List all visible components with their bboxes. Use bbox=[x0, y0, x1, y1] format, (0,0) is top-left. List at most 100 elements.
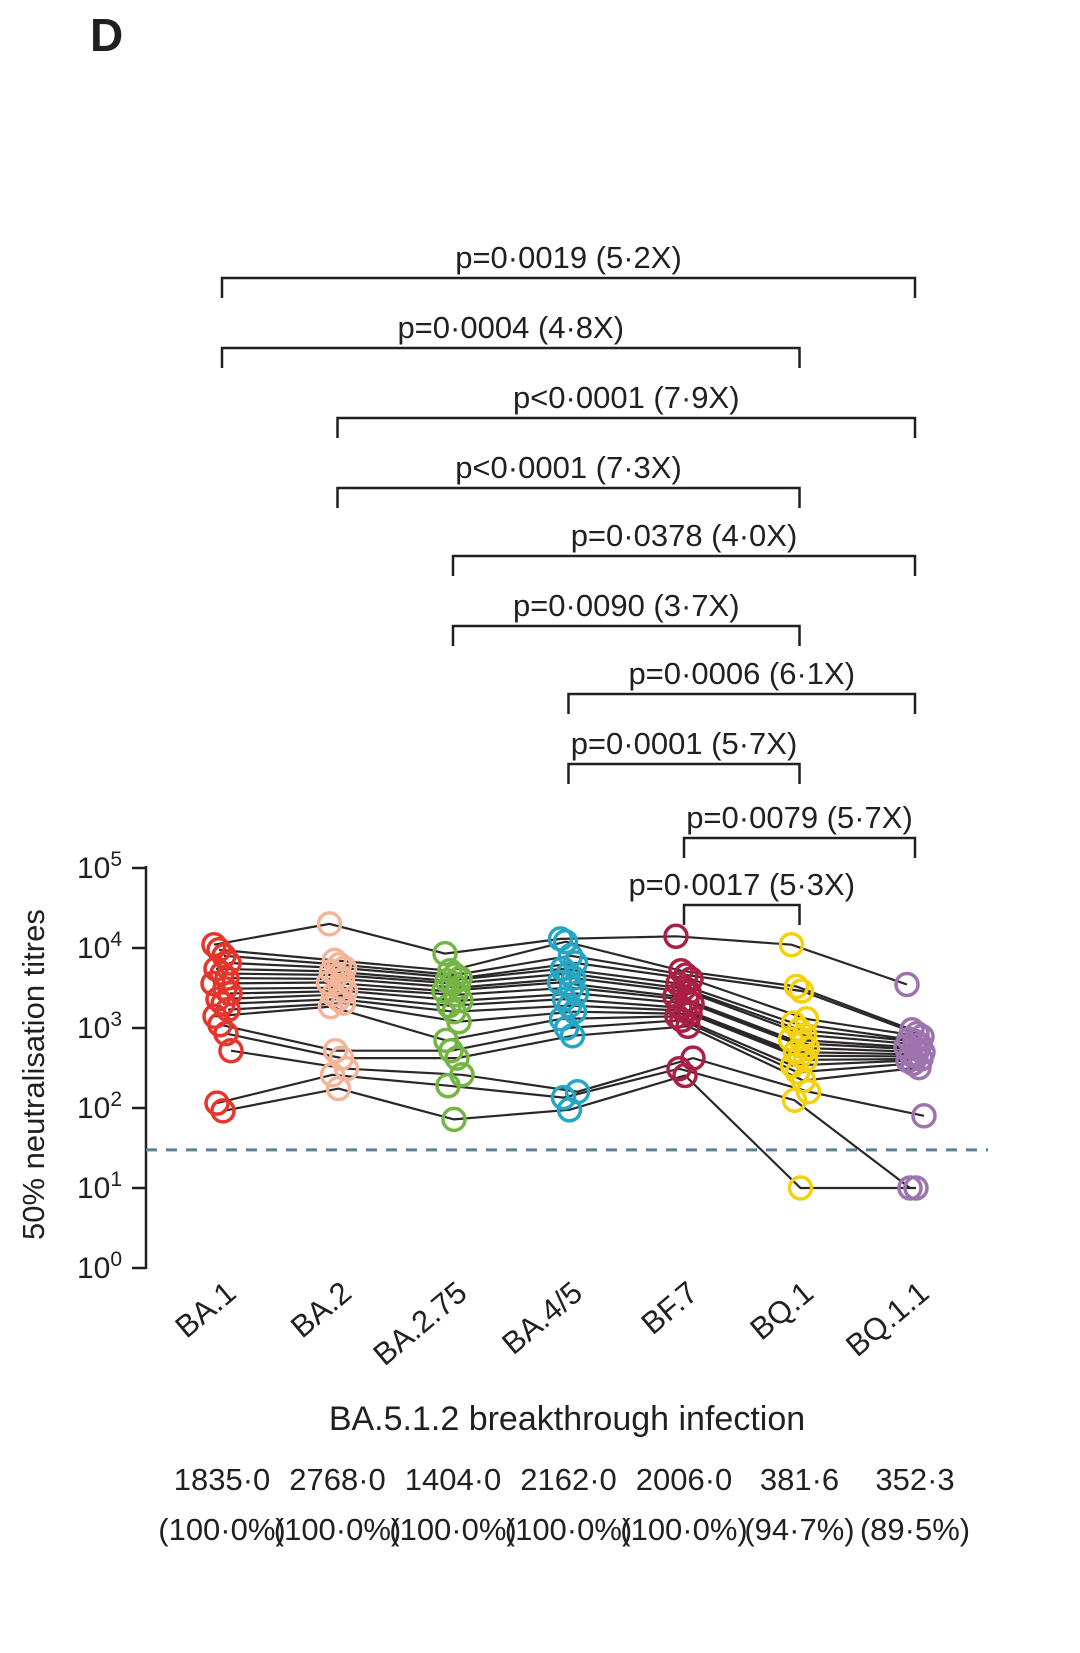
gmt-value: 2768·0 bbox=[289, 1462, 386, 1497]
data-point bbox=[322, 1037, 349, 1064]
data-point bbox=[669, 1007, 695, 1033]
data-point bbox=[900, 1050, 926, 1077]
data-point bbox=[325, 986, 352, 1012]
data-point bbox=[438, 1037, 464, 1064]
data-point bbox=[666, 1055, 692, 1082]
data-point bbox=[911, 1103, 937, 1129]
data-point bbox=[795, 1078, 822, 1105]
comparison-bracket bbox=[451, 624, 801, 646]
subject-line bbox=[213, 922, 908, 986]
comparison-bracket bbox=[567, 692, 917, 714]
data-point bbox=[563, 980, 590, 1007]
comparison-bracket bbox=[336, 416, 917, 438]
category-label: BF.7 bbox=[634, 1275, 704, 1342]
data-point bbox=[788, 978, 815, 1004]
data-point bbox=[441, 1106, 467, 1133]
data-point bbox=[559, 1023, 586, 1049]
data-point bbox=[894, 971, 920, 998]
comparison-bracket bbox=[567, 762, 801, 784]
data-point bbox=[446, 1008, 472, 1035]
data-point bbox=[553, 1015, 580, 1041]
data-point bbox=[663, 923, 689, 950]
data-point bbox=[319, 1062, 346, 1088]
category-label: BA.4/5 bbox=[495, 1275, 589, 1362]
category-label: BQ.1 bbox=[743, 1275, 820, 1347]
y-tick-label: 104 bbox=[77, 928, 122, 965]
data-point bbox=[672, 1062, 698, 1089]
data-point bbox=[552, 928, 579, 955]
y-tick-label: 105 bbox=[77, 848, 122, 885]
comparison-bracket bbox=[220, 346, 801, 368]
comparison-label: p=0·0006 (6·1X) bbox=[628, 656, 855, 691]
data-point bbox=[675, 1013, 701, 1040]
data-point bbox=[210, 1098, 236, 1124]
gmt-percent: (100·0%) bbox=[620, 1512, 748, 1547]
gmt-percent: (100·0%) bbox=[274, 1512, 402, 1547]
data-point bbox=[214, 965, 240, 991]
comparison-bracket bbox=[682, 836, 917, 858]
comparison-bracket bbox=[220, 276, 917, 298]
subject-line bbox=[216, 1067, 911, 1189]
data-point bbox=[783, 973, 810, 1000]
y-tick-label: 101 bbox=[77, 1168, 122, 1205]
category-label: BQ.1.1 bbox=[839, 1275, 935, 1364]
gmt-percent: (89·5%) bbox=[860, 1512, 970, 1547]
comparison-label: p=0·0004 (4·8X) bbox=[397, 310, 624, 345]
gmt-percent: (100·0%) bbox=[505, 1512, 633, 1547]
comparison-label: p<0·0001 (7·3X) bbox=[455, 450, 682, 485]
gmt-value: 2006·0 bbox=[636, 1462, 733, 1497]
data-point bbox=[317, 993, 344, 1020]
comparison-label: p=0·0019 (5·2X) bbox=[455, 240, 682, 275]
data-point bbox=[673, 962, 699, 988]
data-point bbox=[218, 1037, 244, 1064]
data-point bbox=[781, 1087, 808, 1113]
data-point bbox=[906, 1054, 932, 1081]
data-point bbox=[215, 996, 241, 1023]
data-point bbox=[556, 1097, 583, 1123]
data-point bbox=[903, 1175, 929, 1201]
category-label: BA.1 bbox=[169, 1275, 243, 1345]
data-point bbox=[435, 1072, 461, 1099]
data-point bbox=[444, 1045, 470, 1071]
data-point bbox=[432, 940, 458, 967]
panel-label: D bbox=[90, 9, 124, 61]
data-point bbox=[316, 911, 343, 937]
data-point bbox=[325, 1075, 352, 1102]
data-point bbox=[560, 965, 587, 991]
data-point bbox=[778, 931, 805, 958]
x-axis-title: BA.5.1.2 breakthrough infection bbox=[328, 1400, 806, 1438]
gmt-value: 2162·0 bbox=[520, 1462, 617, 1497]
subject-line bbox=[222, 1074, 916, 1190]
comparison-bracket bbox=[451, 554, 917, 576]
comparison-label: p=0·0017 (5·3X) bbox=[628, 867, 855, 902]
data-point bbox=[330, 990, 357, 1016]
gmt-value: 352·3 bbox=[875, 1462, 954, 1497]
data-point bbox=[787, 1175, 814, 1201]
gmt-percent: (100·0%) bbox=[158, 1512, 286, 1547]
data-point bbox=[794, 1035, 821, 1061]
comparison-bracket bbox=[336, 486, 801, 508]
comparison-label: p=0·0079 (5·7X) bbox=[686, 800, 913, 835]
data-point bbox=[332, 978, 359, 1004]
y-tick-label: 103 bbox=[77, 1008, 122, 1045]
y-tick-label: 102 bbox=[77, 1088, 122, 1125]
y-tick-label: 100 bbox=[77, 1248, 122, 1285]
comparison-label: p=0·0378 (4·0X) bbox=[571, 518, 798, 553]
gmt-value: 1404·0 bbox=[405, 1462, 502, 1497]
data-point bbox=[327, 974, 354, 1001]
data-point bbox=[213, 1020, 239, 1047]
comparison-label: p=0·0001 (5·7X) bbox=[571, 726, 798, 761]
category-label: BA.2 bbox=[284, 1275, 358, 1345]
category-label: BA.2.75 bbox=[366, 1275, 473, 1373]
gmt-value: 1835·0 bbox=[174, 1462, 271, 1497]
gmt-percent: (100·0%) bbox=[389, 1512, 517, 1547]
data-point bbox=[204, 1090, 230, 1116]
data-point bbox=[550, 1084, 577, 1111]
gmt-percent: (94·7%) bbox=[744, 1512, 854, 1547]
comparison-label: p=0·0090 (3·7X) bbox=[513, 588, 740, 623]
comparison-bracket bbox=[682, 903, 801, 925]
comparison-label: p<0·0001 (7·9X) bbox=[513, 380, 740, 415]
gmt-value: 381·6 bbox=[760, 1462, 839, 1497]
